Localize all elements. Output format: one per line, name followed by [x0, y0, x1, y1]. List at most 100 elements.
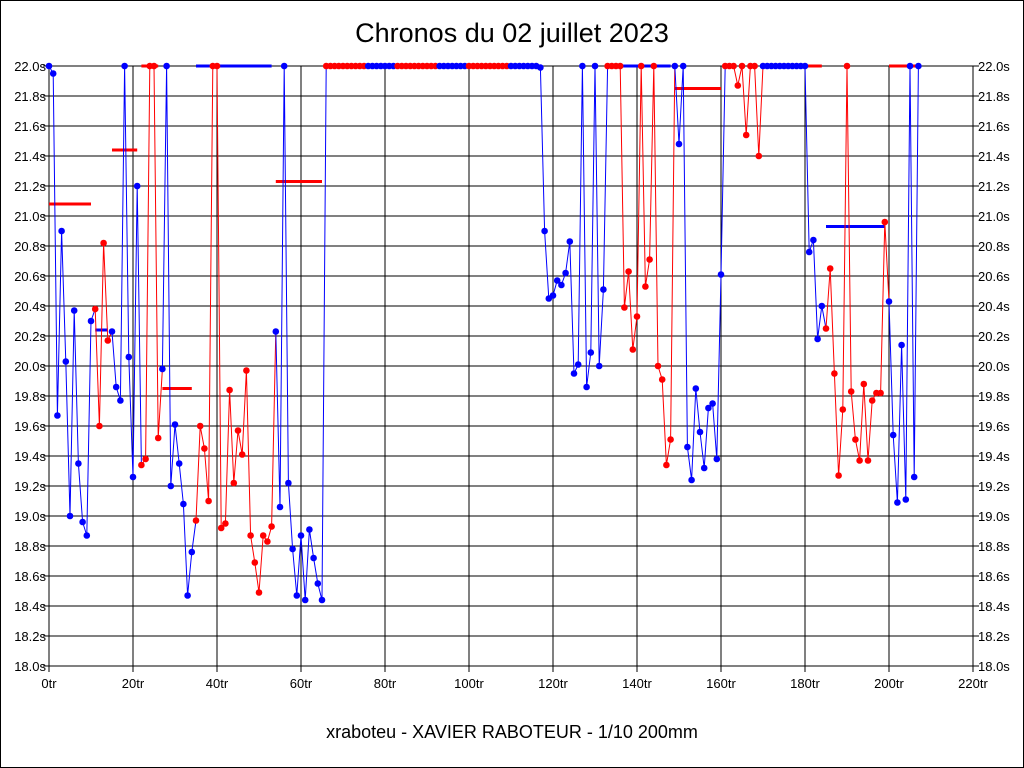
y-tick-label-left: 21.8s [14, 89, 46, 104]
data-point-blue [125, 353, 133, 361]
data-point-red [860, 380, 868, 388]
data-point-red [230, 479, 238, 487]
y-tick-label-left: 20.0s [14, 359, 46, 374]
data-point-blue [280, 62, 288, 70]
y-tick-label-left: 22.0s [14, 59, 46, 74]
data-point-red [621, 304, 628, 311]
data-point-blue [558, 281, 565, 289]
y-tick-label-left: 18.4s [14, 599, 46, 614]
data-point-blue [301, 596, 309, 604]
data-point-blue [188, 548, 196, 556]
data-point-blue [570, 370, 578, 377]
x-tick-label: 100tr [454, 676, 484, 691]
data-point-red [217, 524, 225, 532]
data-point-blue [184, 592, 191, 599]
data-point-red [226, 386, 233, 394]
data-point-red [650, 62, 658, 70]
data-point-red [100, 239, 107, 247]
y-tick-label-right: 22.0s [978, 59, 1010, 74]
data-point-blue [915, 62, 922, 70]
data-point-red [196, 422, 204, 430]
data-point-blue [117, 397, 124, 404]
y-tick-label-right: 19.8s [978, 389, 1010, 404]
y-tick-label-left: 18.8s [14, 539, 46, 554]
data-point-red [222, 520, 229, 527]
data-point-red [142, 455, 149, 463]
x-tick-label: 80tr [374, 676, 397, 691]
data-point-blue [906, 62, 914, 70]
data-point-blue [171, 421, 179, 428]
data-point-blue [679, 62, 687, 70]
data-point-red [751, 62, 758, 70]
data-point-red [839, 406, 847, 413]
y-tick-label-left: 20.2s [14, 329, 46, 344]
y-tick-label-right: 18.2s [978, 629, 1010, 644]
series-line-red [195, 65, 277, 593]
data-point-blue [810, 236, 817, 244]
data-point-blue [814, 335, 821, 343]
x-tick-label: 200tr [874, 676, 904, 691]
data-point-red [629, 346, 637, 353]
y-tick-label-left: 21.6s [14, 119, 46, 134]
y-tick-label-right: 20.4s [978, 299, 1010, 314]
data-point-red [138, 461, 145, 469]
data-point-blue [159, 365, 166, 373]
data-point-blue [310, 554, 317, 562]
x-tick-label: 140tr [622, 676, 652, 691]
y-tick-label-right: 18.8s [978, 539, 1010, 554]
data-point-blue [297, 532, 305, 539]
data-point-blue [163, 62, 170, 70]
data-point-blue [587, 349, 595, 356]
data-point-blue [541, 227, 548, 235]
data-point-blue [49, 70, 57, 77]
x-tick-label: 20tr [122, 676, 145, 691]
data-point-red [822, 325, 830, 332]
y-tick-label-right: 21.0s [978, 209, 1010, 224]
y-tick-label-left: 19.2s [14, 479, 46, 494]
y-tick-label-left: 18.2s [14, 629, 46, 644]
data-point-blue [175, 460, 183, 467]
data-point-blue [70, 307, 78, 314]
data-point-blue [562, 269, 569, 277]
data-point-red [658, 376, 666, 383]
data-point-red [755, 152, 763, 160]
y-tick-label-right: 20.8s [978, 239, 1010, 254]
y-tick-label-left: 20.6s [14, 269, 46, 284]
data-point-blue [66, 512, 74, 520]
data-point-blue [87, 317, 95, 325]
data-point-red [213, 62, 221, 70]
data-point-red [831, 370, 838, 377]
data-point-red [856, 457, 863, 464]
x-tick-label: 220tr [958, 676, 988, 691]
data-point-red [864, 457, 872, 464]
data-point-blue [692, 385, 700, 392]
data-point-blue [902, 496, 910, 503]
y-tick-label-left: 19.6s [14, 419, 46, 434]
data-point-blue [801, 62, 809, 70]
data-point-blue [818, 302, 826, 310]
data-point-red [259, 532, 267, 539]
data-point-red [616, 62, 624, 70]
data-point-blue [574, 361, 582, 368]
y-tick-label-right: 19.0s [978, 509, 1010, 524]
y-tick-label-right: 18.6s [978, 569, 1010, 584]
data-point-blue [293, 592, 301, 599]
data-point-blue [285, 479, 292, 487]
data-point-blue [180, 500, 187, 508]
data-point-red [868, 397, 876, 404]
data-point-red [646, 256, 653, 263]
data-point-red [642, 283, 649, 290]
data-point-red [150, 62, 158, 70]
y-tick-label-right: 21.2s [978, 179, 1010, 194]
data-point-red [104, 337, 112, 344]
data-point-blue [709, 400, 716, 407]
y-tick-label-right: 21.4s [978, 149, 1010, 164]
y-tick-label-right: 19.4s [978, 449, 1010, 464]
data-point-red [742, 131, 750, 139]
data-point-blue [167, 482, 175, 490]
x-tick-label: 0tr [41, 676, 57, 691]
y-tick-label-right: 21.8s [978, 89, 1010, 104]
data-point-blue [696, 428, 704, 436]
tick-labels: 18.0s 18.0s 18.2s 18.2s 18.4s 18.4s 18.6s 18.6s… [14, 59, 1010, 691]
